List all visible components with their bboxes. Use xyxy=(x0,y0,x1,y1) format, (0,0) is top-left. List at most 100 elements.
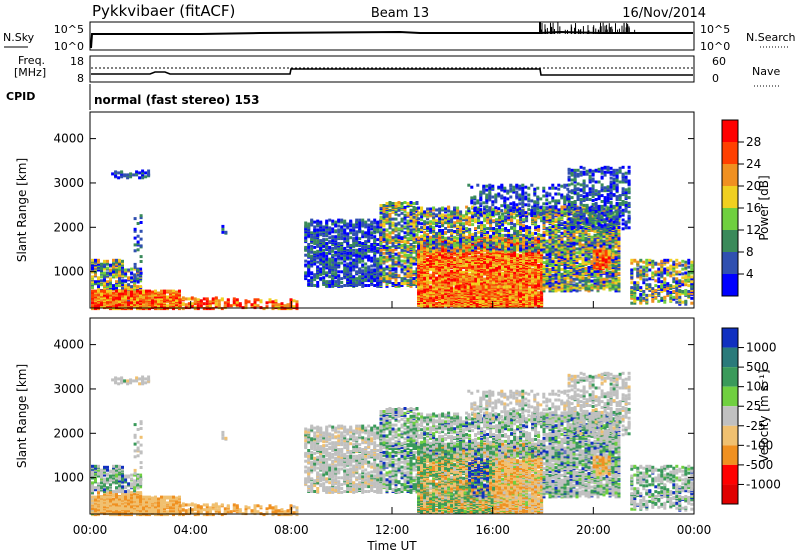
power-cell xyxy=(361,284,365,288)
power-cell xyxy=(379,283,383,286)
power-cell xyxy=(109,263,112,267)
power-cell xyxy=(534,262,538,266)
power-cell xyxy=(118,258,121,262)
power-cell xyxy=(367,218,371,222)
freq-tick-bottom: 8 xyxy=(77,72,84,85)
power-cell xyxy=(328,226,332,230)
power-cell xyxy=(420,252,424,256)
power-cell xyxy=(459,241,463,245)
power-cell xyxy=(175,294,178,298)
power-cell xyxy=(495,266,499,270)
power-cell xyxy=(465,281,469,285)
power-cell xyxy=(391,231,395,235)
power-cell xyxy=(394,237,398,241)
power-cell xyxy=(343,228,347,232)
power-cell xyxy=(304,239,308,243)
power-cell xyxy=(510,273,514,277)
power-cell xyxy=(352,228,356,232)
power-cell xyxy=(319,225,323,229)
power-cell xyxy=(343,284,347,287)
power-cell xyxy=(480,272,484,276)
power-cell xyxy=(115,291,118,295)
power-cell xyxy=(358,279,362,283)
power-cell xyxy=(379,208,383,212)
power-cell xyxy=(420,289,424,293)
power-cell xyxy=(358,237,362,241)
power-cell xyxy=(307,243,311,246)
power-cell xyxy=(238,304,242,308)
power-cell xyxy=(379,272,383,276)
power-cell xyxy=(361,230,365,234)
power-cell xyxy=(127,283,131,287)
power-cell xyxy=(373,253,377,257)
power-cell xyxy=(426,207,430,211)
power-cell xyxy=(423,210,427,214)
power-cell xyxy=(495,262,499,265)
power-cell xyxy=(268,300,272,304)
beam-label: Beam 13 xyxy=(371,6,429,21)
power-cell xyxy=(220,297,224,301)
power-cell xyxy=(409,208,413,212)
power-cell xyxy=(456,216,460,220)
power-cell xyxy=(406,258,410,262)
power-cell xyxy=(450,243,454,247)
power-cell xyxy=(144,171,148,175)
power-cell xyxy=(453,249,457,253)
power-cell xyxy=(394,234,398,238)
power-cell xyxy=(379,242,383,245)
power-cell xyxy=(334,276,338,280)
power-cell xyxy=(112,258,115,262)
power-cell xyxy=(388,254,392,258)
power-cell xyxy=(394,202,398,205)
power-cell xyxy=(346,264,350,268)
power-cell xyxy=(349,224,353,228)
power-cell xyxy=(492,270,496,274)
power-cell xyxy=(310,222,314,226)
power-cell xyxy=(109,285,112,289)
power-cell xyxy=(340,244,344,248)
power-cell xyxy=(319,258,323,262)
cpid-panel: CPID normal (fast stereo) 153 xyxy=(6,84,260,110)
power-cell xyxy=(361,259,365,263)
power-cell xyxy=(456,258,460,262)
power-cell xyxy=(310,250,314,254)
power-cell xyxy=(513,261,517,264)
power-cell xyxy=(271,307,275,311)
power-cell xyxy=(409,237,413,241)
power-cell xyxy=(208,307,212,311)
power-cell xyxy=(385,228,389,232)
power-cell xyxy=(415,267,419,271)
power-cell xyxy=(115,284,118,288)
power-cell xyxy=(501,277,505,281)
power-cell xyxy=(370,244,374,248)
power-cell xyxy=(406,233,410,237)
power-cell xyxy=(420,226,424,230)
power-cell xyxy=(337,248,341,252)
power-cell xyxy=(429,220,433,224)
power-cell xyxy=(100,271,103,275)
power-cell xyxy=(331,243,335,246)
power-cell xyxy=(151,290,154,294)
power-cell xyxy=(435,219,439,223)
power-cell xyxy=(379,228,383,232)
power-cell xyxy=(444,218,448,222)
power-cell xyxy=(169,297,172,301)
power-cell xyxy=(417,262,421,265)
power-cell xyxy=(334,253,338,257)
power-cell xyxy=(367,265,371,269)
power-cell xyxy=(355,281,359,284)
power-cell xyxy=(343,230,347,234)
power-cell xyxy=(139,267,143,271)
power-cell xyxy=(447,236,451,240)
power-cell xyxy=(432,276,436,280)
power-cell xyxy=(292,305,296,309)
power-cell xyxy=(435,276,439,280)
power-cell xyxy=(391,248,395,252)
power-cell xyxy=(331,235,335,239)
power-cell xyxy=(412,270,416,274)
power-cell xyxy=(106,271,109,275)
power-cell xyxy=(420,215,424,219)
power-cell xyxy=(118,281,121,285)
power-cell xyxy=(331,258,335,262)
power-cell xyxy=(319,277,323,281)
